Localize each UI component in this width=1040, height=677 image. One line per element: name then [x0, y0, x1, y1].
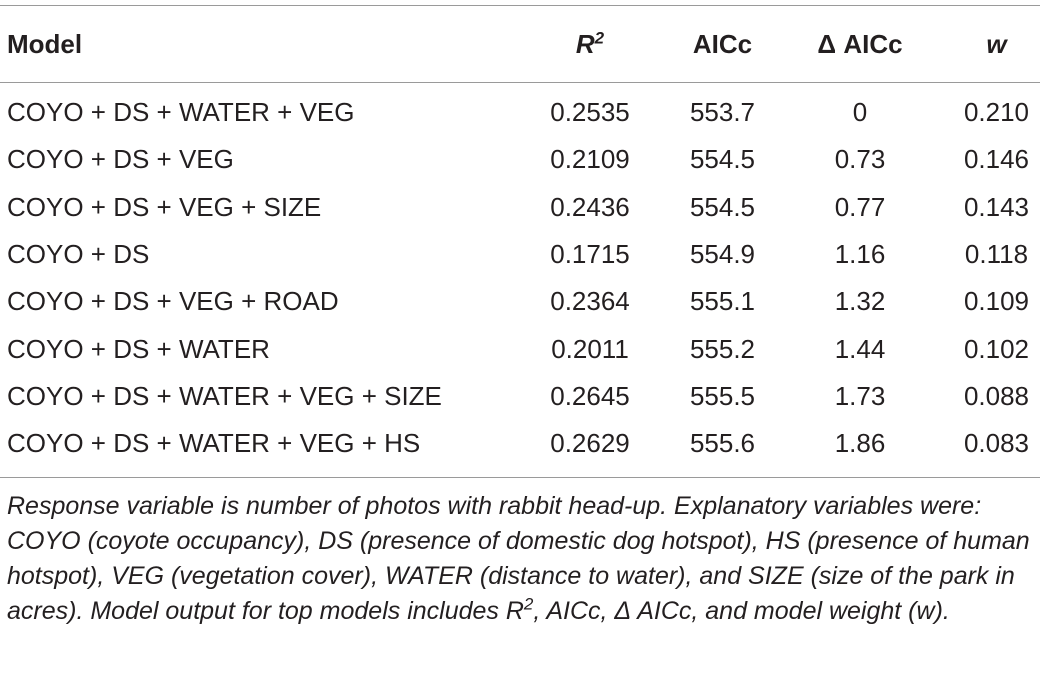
table-row: COYO + DS + WATER + VEG + SIZE 0.2645 555.… — [0, 373, 1040, 420]
table-cell: 0.143 — [963, 191, 1030, 222]
table-row: COYO + DS + WATER + VEG + HS 0.2629 555.6 1… — [0, 420, 1040, 479]
table-row: COYO + DS 0.1715 554.9 1.16 0.118 — [0, 231, 1040, 278]
header-row: Model R2 AICc Δ AICc w — [0, 5, 1040, 83]
table-cell: 0.088 — [963, 380, 1030, 411]
header-cell: Model — [0, 5, 530, 83]
table-cell: 555.1 — [689, 286, 756, 317]
table-cell: 554.5 — [689, 144, 756, 175]
table-cell: COYO + DS + WATER + VEG — [7, 97, 355, 128]
table-cell: 0.102 — [963, 333, 1030, 364]
table-cell: COYO + DS + VEG — [7, 144, 234, 175]
table-cell: 1.44 — [834, 333, 886, 364]
header-sup: 2 — [594, 27, 605, 47]
table-cell: 0.1715 — [550, 239, 630, 270]
footnote-sup: 2 — [523, 595, 534, 615]
table-cell: 0.118 — [964, 239, 1029, 270]
table-cell: 1.73 — [834, 380, 886, 411]
table-row: COYO + DS + VEG 0.2109 554.5 0.73 0.146 — [0, 136, 1040, 183]
table-cell: 555.6 — [650, 420, 795, 479]
table-cell: 0.109 — [963, 286, 1030, 317]
table-cell: 0 — [852, 97, 868, 128]
footnote-text: Response variable is number of photos wi… — [7, 492, 1030, 626]
table-cell: 0.77 — [834, 191, 886, 222]
table-cell: 554.9 — [689, 239, 756, 270]
table-cell: 555.5 — [689, 380, 756, 411]
table-cell: 1.32 — [834, 286, 886, 317]
table-cell: 0.2364 — [550, 286, 630, 317]
results-table: Model R2 AICc Δ AICc w COYO + DS + WATER + V… — [0, 5, 1040, 479]
table-row: COYO + DS + VEG + ROAD 0.2364 555.1 1.32 0.1… — [0, 278, 1040, 325]
header-base: R — [575, 28, 595, 59]
table-cell: 0.2436 — [550, 191, 630, 222]
table-row: COYO + DS + WATER + VEG 0.2535 553.7 0 0.210 — [0, 83, 1040, 137]
table-cell: 0.083 — [925, 420, 1040, 479]
header-cell: Δ AICc — [795, 5, 925, 83]
table-cell: 0.146 — [963, 144, 1030, 175]
table-cell: COYO + DS + WATER — [7, 333, 270, 364]
table-cell: COYO + DS + VEG + SIZE — [7, 191, 322, 222]
table-row: COYO + DS + WATER 0.2011 555.2 1.44 0.102 — [0, 325, 1040, 372]
table-cell: 0.2629 — [530, 420, 650, 479]
header-cell: w — [925, 5, 1040, 83]
table-row: COYO + DS + VEG + SIZE 0.2436 554.5 0.77 0.1… — [0, 184, 1040, 231]
table-cell: 0.2109 — [550, 144, 630, 175]
table-cell: 1.16 — [834, 239, 886, 270]
table-cell: COYO + DS — [7, 239, 150, 270]
table-cell: 0.2535 — [550, 97, 630, 128]
table-cell: 554.5 — [689, 191, 756, 222]
table-cell: 0.210 — [963, 97, 1030, 128]
table-cell: 0.2645 — [550, 380, 630, 411]
table-cell: COYO + DS + WATER + VEG + SIZE — [7, 380, 442, 411]
table-cell: 0.73 — [834, 144, 886, 175]
table-cell: 555.2 — [689, 333, 756, 364]
table-wrap: Model R2 AICc Δ AICc w COYO + DS + WATER + V… — [0, 5, 1040, 629]
table-cell: 1.86 — [795, 420, 925, 479]
table-cell: COYO + DS + VEG + ROAD — [7, 286, 339, 317]
table-cell: 553.7 — [689, 97, 756, 128]
header-cell: AICc — [650, 5, 795, 83]
table-body: COYO + DS + WATER + VEG 0.2535 553.7 0 0.210… — [0, 83, 1040, 479]
header-cell: R2 — [530, 5, 650, 83]
footnote-text: , AICc, Δ AICc, and model weight (w). — [533, 597, 950, 626]
table-cell: 0.2011 — [551, 333, 629, 364]
table-cell: COYO + DS + WATER + VEG + HS — [0, 420, 530, 479]
footnote: Response variable is number of photos wi… — [0, 478, 1040, 629]
